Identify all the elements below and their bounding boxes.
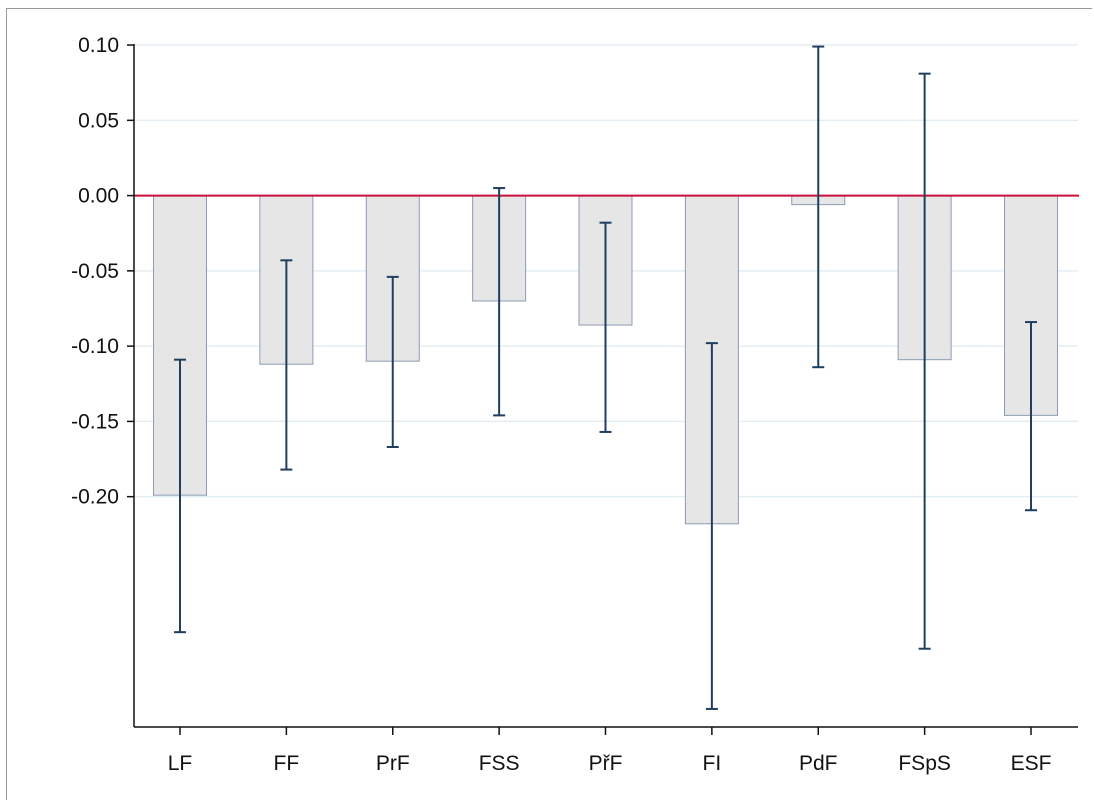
y-tick-label: -0.10 xyxy=(71,335,119,358)
chart-frame xyxy=(6,8,1092,800)
x-tick-label-ff: FF xyxy=(274,752,300,775)
y-tick-label: -0.20 xyxy=(71,486,119,509)
x-tick-label-esf: ESF xyxy=(1011,752,1052,775)
error-bar-fi xyxy=(705,342,718,710)
y-tick-label: -0.05 xyxy=(71,260,119,283)
y-tick-label: 0.05 xyxy=(78,109,119,132)
error-bar-prf xyxy=(386,275,399,448)
error-bar-esf xyxy=(1025,321,1037,512)
y-tick-label: 0.10 xyxy=(78,34,119,57)
error-bar-přf xyxy=(599,221,612,433)
x-tick-label-fi: FI xyxy=(703,752,722,775)
x-tick-label-lf: LF xyxy=(168,752,193,775)
x-tick-labels: LF FF PrF FSS PřF FI PdF FSpS ESF xyxy=(168,752,1052,775)
x-tick-label-fss: FSS xyxy=(479,752,520,775)
axes xyxy=(127,44,1078,735)
cropped-title-strip xyxy=(0,0,1094,8)
y-tick-label: -0.15 xyxy=(71,410,119,433)
error-bars xyxy=(174,45,1037,710)
error-bar-pdf xyxy=(812,45,825,369)
error-bar-lf xyxy=(174,358,186,634)
y-tick-labels: 0.10 0.05 0.00 -0.05 -0.10 -0.15 -0.20 xyxy=(71,34,119,509)
x-tick-label-přf: PřF xyxy=(589,752,623,775)
x-tick-label-pdf: PdF xyxy=(799,752,838,775)
error-bar-fsps xyxy=(918,72,931,650)
error-bar-fss xyxy=(493,187,506,417)
x-tick-label-prf: PrF xyxy=(376,752,410,775)
error-bar-ff xyxy=(280,259,293,471)
x-tick-label-fsps: FSpS xyxy=(898,752,951,775)
y-tick-label: 0.00 xyxy=(78,185,119,208)
